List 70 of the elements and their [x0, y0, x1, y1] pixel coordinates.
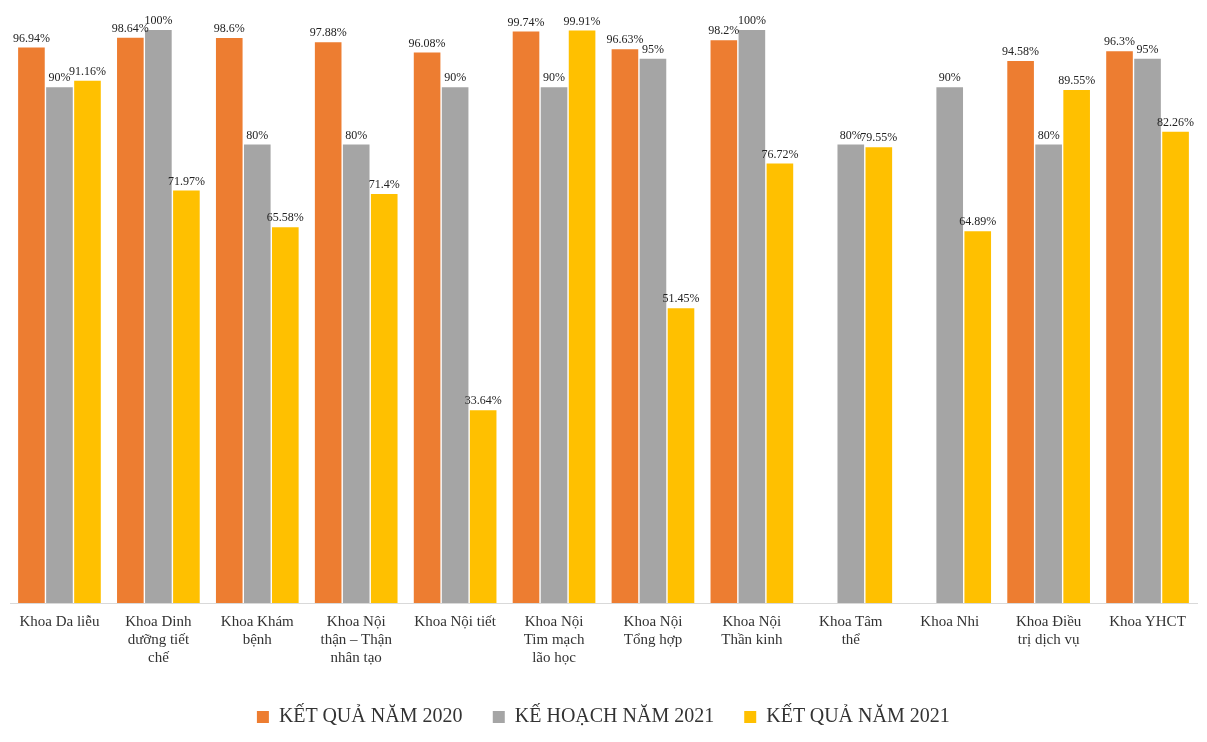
data-label: 76.72%: [761, 146, 799, 161]
x-tick-label: Khoa Nội tiết: [414, 612, 497, 629]
x-tick-label: Khoa Nội Tổng hợp: [623, 612, 683, 647]
bar: [1007, 61, 1034, 603]
data-label: 99.91%: [563, 13, 601, 28]
bar: [1162, 131, 1189, 603]
bar: [611, 49, 639, 603]
data-label: 80%: [345, 127, 368, 142]
data-label: 51.45%: [662, 291, 700, 306]
data-label: 97.88%: [309, 25, 347, 40]
bar: [272, 227, 299, 603]
legend-label: KẾ HOẠCH NĂM 2021: [514, 703, 715, 727]
x-tick-label: Khoa Nội Tim mạch lão học: [523, 612, 585, 665]
bar: [469, 410, 497, 603]
data-label: 80%: [246, 127, 269, 142]
bar: [1106, 51, 1133, 603]
x-tick-label: Khoa Nhi: [920, 612, 980, 629]
data-label: 64.89%: [959, 214, 997, 229]
data-label: 79.55%: [860, 130, 898, 145]
data-label: 33.64%: [464, 393, 502, 408]
bar: [568, 30, 596, 603]
data-label: 94.58%: [1002, 44, 1040, 59]
data-label: 65.58%: [266, 210, 304, 225]
data-label: 80%: [839, 127, 862, 142]
bar: [964, 231, 992, 603]
data-label: 90%: [444, 70, 467, 85]
legend-label: KẾT QUẢ NĂM 2021: [766, 703, 950, 727]
bar: [314, 42, 342, 603]
bar: [413, 52, 441, 603]
data-label: 71.4%: [368, 177, 400, 192]
data-label: 90%: [938, 70, 961, 85]
x-tick-label: Khoa Da liễu: [19, 612, 100, 629]
x-tick-label: Khoa Điều trị dịch vụ: [1015, 612, 1082, 647]
data-label: 90%: [543, 70, 566, 85]
data-label: 95%: [1136, 41, 1159, 56]
bar: [667, 308, 695, 603]
data-label: 80%: [1037, 127, 1060, 142]
bar: [46, 87, 73, 603]
bar: [512, 31, 540, 603]
x-tick-label: Khoa Nội Thần kinh: [721, 612, 783, 647]
data-label: 89.55%: [1058, 73, 1096, 88]
bar: [74, 80, 101, 603]
data-label: 98.6%: [213, 21, 245, 36]
x-tick-label: Khoa Khám bệnh: [220, 612, 295, 647]
data-label: 96.08%: [408, 35, 446, 50]
bar: [865, 147, 893, 603]
x-tick-label: Khoa Nội thận – Thận nhân tạo: [320, 612, 393, 665]
bar: [1035, 144, 1062, 603]
data-label: 100%: [737, 13, 766, 28]
bar: [766, 163, 794, 603]
bar: [370, 193, 398, 603]
x-tick-label: Khoa YHCT: [1109, 612, 1186, 629]
legend-label: KẾT QUẢ NĂM 2020: [278, 703, 463, 727]
bar: [710, 40, 738, 603]
data-label: 96.3%: [1104, 34, 1136, 49]
data-label: 99.74%: [507, 14, 545, 29]
bar: [18, 47, 45, 603]
data-label: 71.97%: [167, 173, 205, 188]
bar: [215, 38, 243, 603]
data-label: 98.2%: [708, 23, 740, 38]
bar: [540, 87, 568, 603]
bar: [837, 144, 865, 603]
bar: [342, 144, 370, 603]
x-tick-label: Khoa Tâm thể: [819, 612, 883, 647]
data-label: 82.26%: [1157, 114, 1195, 129]
bar: [117, 37, 144, 603]
data-label: 96.94%: [12, 30, 50, 45]
x-tick-label: Khoa Dinh dưỡng tiết chế: [125, 612, 192, 665]
bar: [173, 190, 200, 603]
bar: [1063, 89, 1090, 603]
